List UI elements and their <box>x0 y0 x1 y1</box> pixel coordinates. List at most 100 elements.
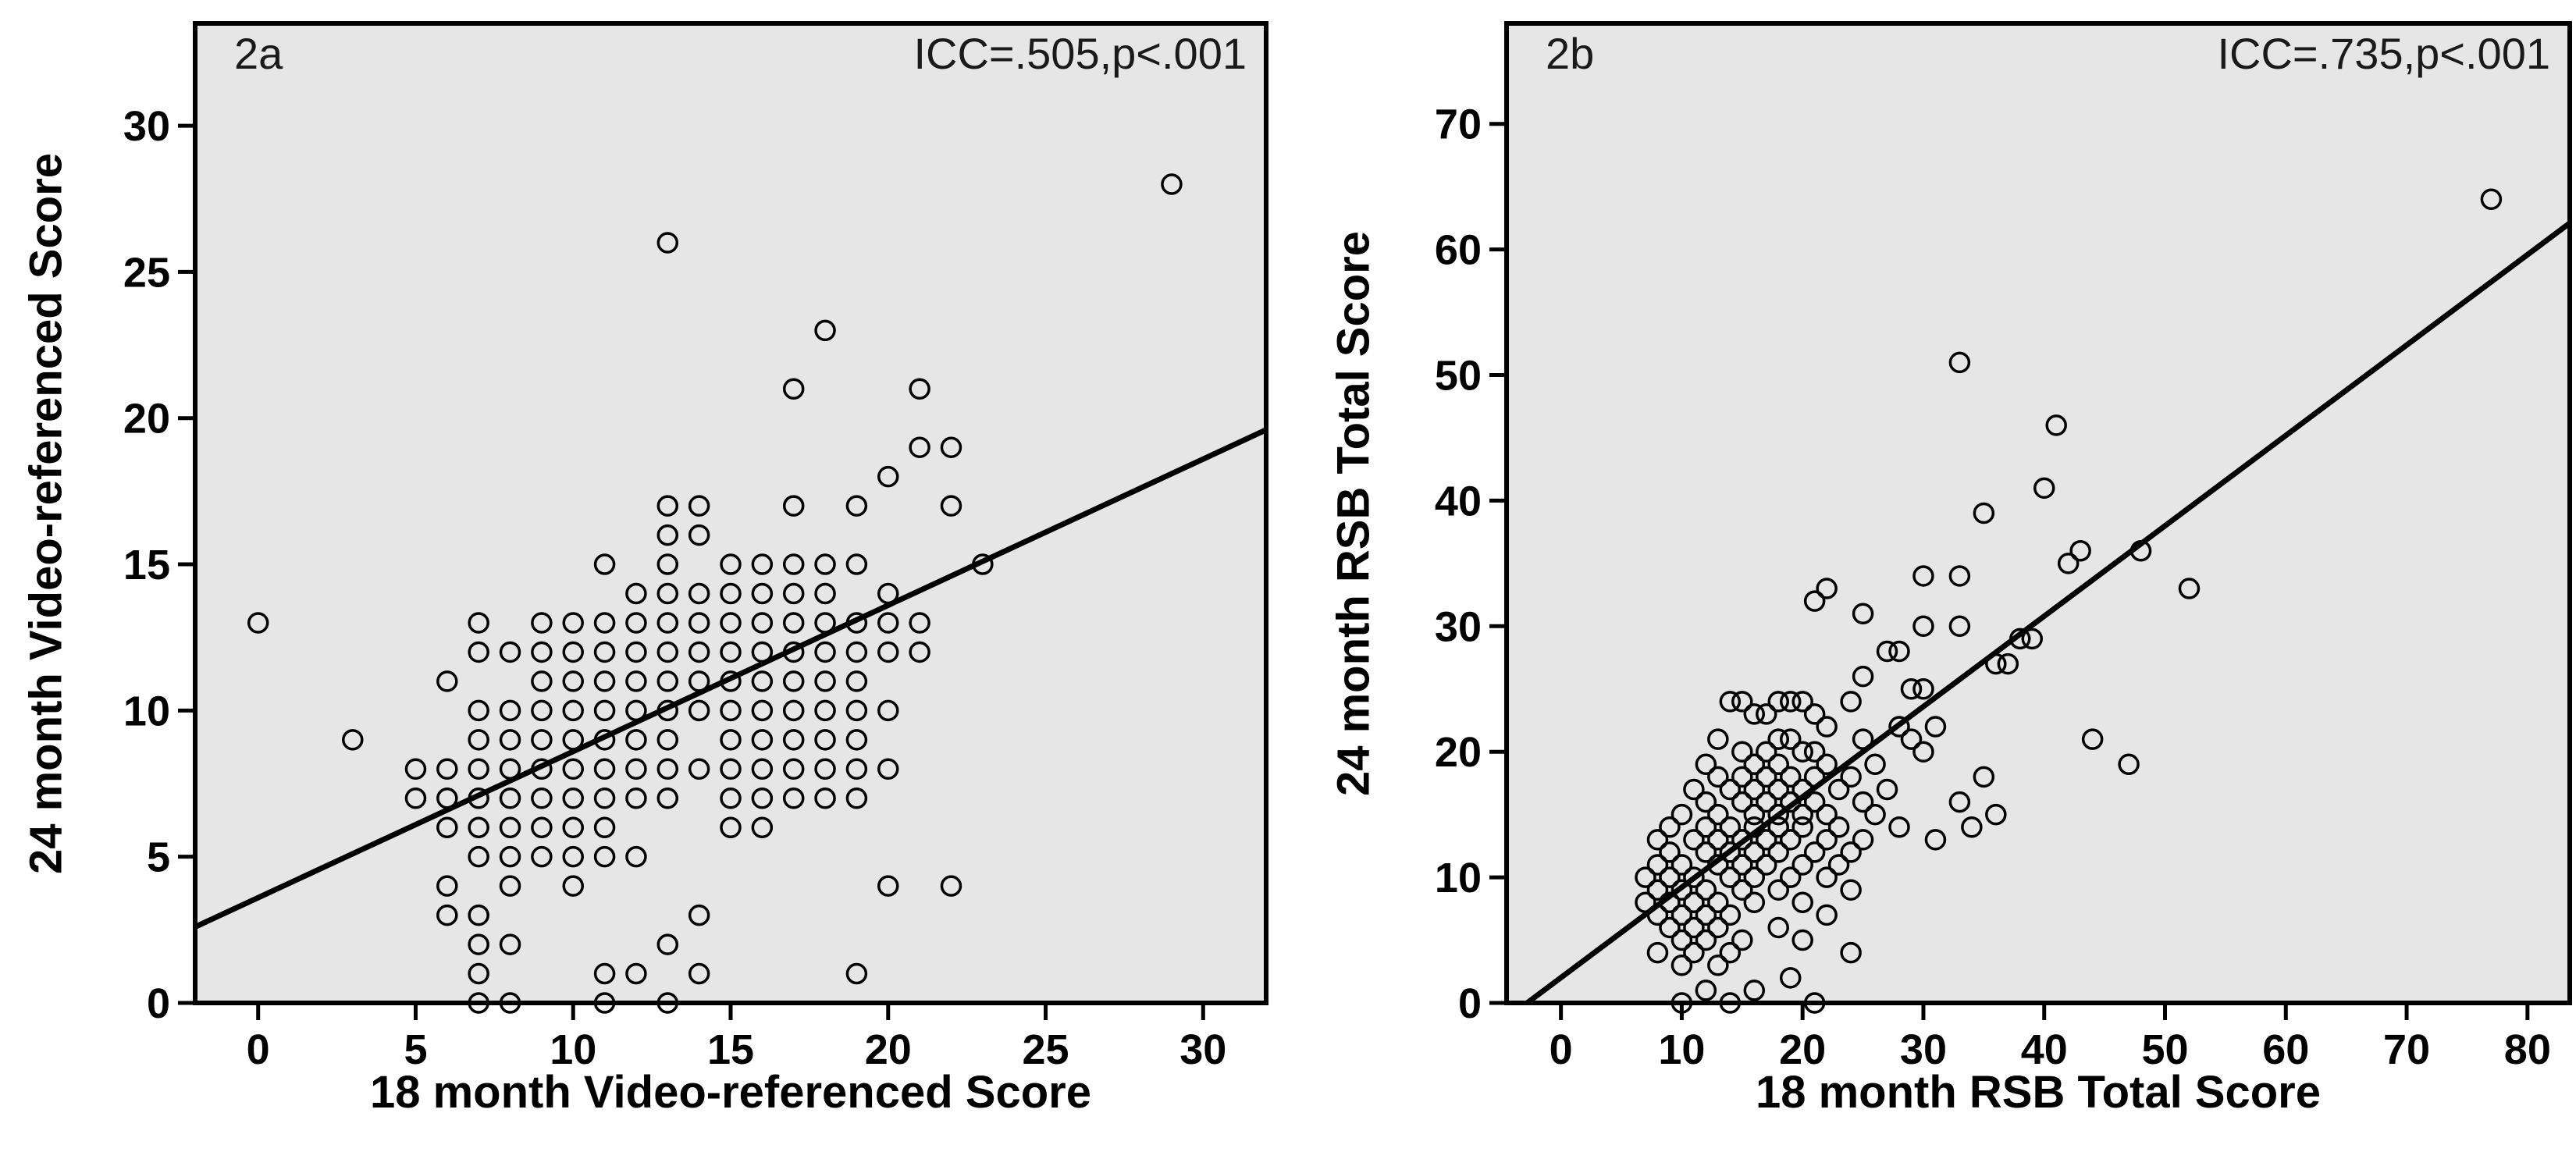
scatter-point <box>751 553 774 575</box>
scatter-point <box>1683 941 1705 964</box>
scatter-point <box>1816 716 1838 738</box>
scatter-point <box>688 495 710 517</box>
y-tick-label: 0 <box>147 980 170 1027</box>
x-tick-label: 25 <box>1022 1026 1069 1073</box>
scatter-point <box>1707 728 1729 750</box>
scatter-point <box>2480 188 2503 211</box>
scatter-point <box>1791 854 1813 876</box>
scatter-point <box>814 612 836 634</box>
x-axis-label-2a: 18 month Video-referenced Score <box>369 1067 1091 1118</box>
scatter-point <box>531 758 553 780</box>
scatter-point <box>1840 691 1862 713</box>
scatter-point <box>1827 778 1850 801</box>
scatter-point <box>2057 553 2080 574</box>
scatter-point <box>688 699 710 722</box>
scatter-chart-2a: 0 5 10 15 20 25 30 0 5 10 15 20 25 30 <box>123 21 1268 1073</box>
scatter-point <box>909 436 930 458</box>
scatter-point <box>1635 866 1656 888</box>
scatter-point <box>625 699 647 722</box>
scatter-point <box>656 553 679 575</box>
scatter-point <box>720 699 742 722</box>
scatter-point <box>1985 652 2007 675</box>
scatter-point <box>656 699 679 722</box>
scatter-point <box>656 758 679 780</box>
scatter-point <box>877 582 899 605</box>
scatter-point <box>1767 691 1789 713</box>
plot-border <box>1504 21 2572 1005</box>
scatter-point <box>1731 929 1753 951</box>
scatter-point <box>1731 854 1753 876</box>
scatter-point <box>1756 854 1777 876</box>
scatter-point <box>1683 891 1705 914</box>
scatter-point <box>1852 603 1874 624</box>
scatter-point <box>1646 829 1669 851</box>
scatter-point <box>499 699 521 722</box>
scatter-point <box>499 816 521 838</box>
scatter-point <box>845 699 868 722</box>
y-tick-label: 0 <box>1458 980 1482 1027</box>
scatter-point <box>593 845 616 868</box>
scatter-point <box>1695 753 1717 776</box>
scatter-point <box>562 788 584 809</box>
scatter-point <box>656 641 679 663</box>
scatter-point <box>688 524 710 546</box>
scatter-point <box>814 729 836 751</box>
scatter-point <box>1803 791 1826 813</box>
scatter-point <box>751 788 774 809</box>
scatter-point <box>1791 778 1813 801</box>
scatter-point <box>625 758 647 780</box>
scatter-point <box>1840 766 1862 788</box>
scatter-point <box>1816 829 1838 851</box>
scatter-point <box>782 495 805 517</box>
scatter-point <box>531 699 553 722</box>
scatter-point <box>1827 816 1850 838</box>
scatter-point <box>562 612 584 634</box>
scatter-point <box>468 904 489 926</box>
scatter-point <box>782 582 805 605</box>
scatter-point <box>499 641 521 663</box>
scatter-point <box>1731 766 1753 788</box>
scatter-point <box>625 670 647 692</box>
scatter-point <box>1756 791 1777 813</box>
scatter-point <box>720 553 742 575</box>
scatter-point <box>2021 628 2044 650</box>
scatter-point <box>1816 904 1838 926</box>
scatter-point <box>531 729 553 751</box>
scatter-point <box>531 845 553 868</box>
scatter-point <box>1659 816 1681 838</box>
scatter-point <box>1695 904 1717 926</box>
scatter-point <box>436 670 458 692</box>
scatter-point <box>751 670 774 692</box>
x-tick-label: 0 <box>247 1026 270 1073</box>
scatter-point <box>468 788 489 809</box>
scatter-point <box>342 729 364 751</box>
scatter-point <box>1756 741 1777 763</box>
scatter-point <box>1779 791 1802 813</box>
scatter-point <box>436 758 458 780</box>
scatter-point <box>1803 841 1826 863</box>
scatter-point <box>656 495 679 517</box>
scatter-point <box>531 816 553 838</box>
scatter-point <box>1779 766 1802 788</box>
scatter-point <box>720 788 742 809</box>
scatter-point <box>1659 916 1681 939</box>
scatter-point <box>940 436 962 458</box>
scatter-point <box>1864 803 1886 826</box>
scatter-point <box>404 758 427 780</box>
scatter-point <box>909 612 930 634</box>
scatter-point <box>1731 741 1753 763</box>
scatter-point <box>436 875 458 897</box>
x-tick-label: 50 <box>2141 1026 2188 1073</box>
scatter-point <box>656 788 679 809</box>
scatter-point <box>940 495 962 517</box>
scatter-point <box>688 904 710 926</box>
scatter-point <box>2081 728 2104 750</box>
scatter-point <box>1852 791 1874 813</box>
icc-annotation-2a: ICC=.505,p<.001 <box>913 29 1247 78</box>
scatter-point <box>1900 728 1923 750</box>
scatter-point <box>1695 879 1717 901</box>
scatter-point <box>1707 916 1729 939</box>
scatter-point <box>499 845 521 868</box>
scatter-point <box>593 729 616 751</box>
scatter-point <box>1707 803 1729 826</box>
